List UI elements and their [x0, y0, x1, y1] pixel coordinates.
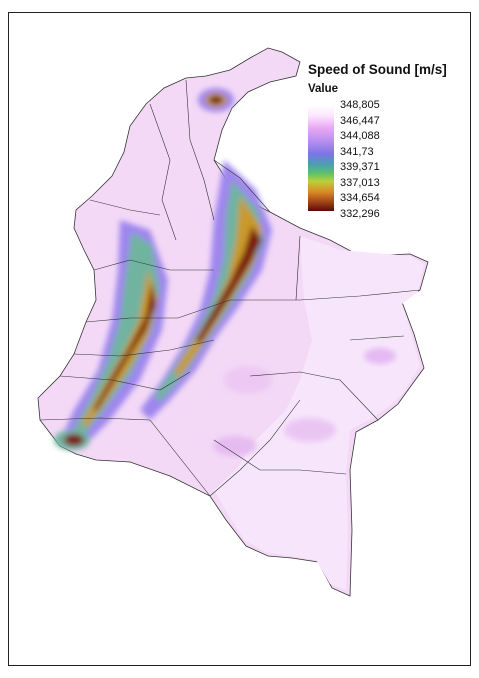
legend-tick: 334,654	[340, 192, 380, 204]
legend-tick: 344,088	[340, 130, 380, 142]
legend-value-label: Value	[308, 83, 339, 95]
legend-tick: 348,805	[340, 99, 380, 111]
legend-ramp-group: 348,805 346,447 344,088 341,73 339,371 3…	[308, 99, 468, 220]
eastern-plains	[214, 236, 424, 590]
legend-tick: 341,73	[340, 145, 374, 158]
map-legend: Speed of Sound [m/s] Value 348,805 346,4…	[308, 62, 468, 220]
legend-color-ramp	[308, 105, 334, 211]
department-borders	[39, 79, 421, 497]
legend-tick: 337,013	[340, 176, 380, 189]
legend-tick: 339,371	[340, 161, 380, 173]
legend-title: Speed of Sound [m/s]	[308, 62, 447, 77]
legend-tick: 332,296	[340, 207, 380, 220]
legend-tick: 346,447	[340, 114, 380, 127]
